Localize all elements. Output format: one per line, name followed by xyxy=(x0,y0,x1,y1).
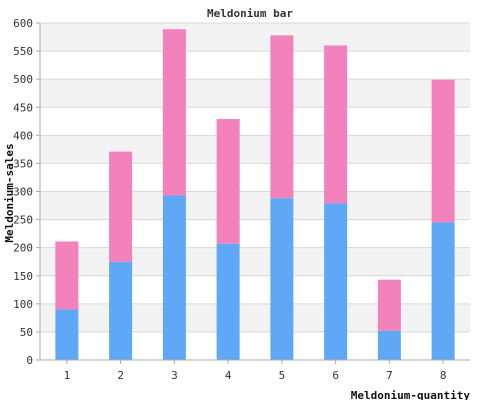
bar-segment-series-1-category-3 xyxy=(162,195,186,360)
x-tick-label: 8 xyxy=(440,369,447,382)
bar-segment-series-2-category-7 xyxy=(377,279,401,331)
y-tick-label: 250 xyxy=(13,214,33,227)
bar-segment-series-1-category-4 xyxy=(216,243,240,360)
y-tick-label: 400 xyxy=(13,129,33,142)
grid-band xyxy=(40,191,470,220)
bar-segment-series-2-category-8 xyxy=(431,79,455,223)
x-tick-label: 7 xyxy=(386,369,393,382)
y-tick-label: 500 xyxy=(13,73,33,86)
bar-segment-series-1-category-1 xyxy=(55,309,79,360)
bar-segment-series-1-category-2 xyxy=(109,261,133,360)
bar-segment-series-1-category-7 xyxy=(377,330,401,360)
bar-segment-series-2-category-5 xyxy=(270,35,294,199)
x-tick-label: 1 xyxy=(64,369,71,382)
y-tick-label: 550 xyxy=(13,45,33,58)
x-tick-label: 2 xyxy=(117,369,124,382)
bar-segment-series-1-category-8 xyxy=(431,222,455,360)
bar-segment-series-1-category-6 xyxy=(324,203,348,360)
grid-band xyxy=(40,247,470,276)
y-tick-label: 150 xyxy=(13,270,33,283)
x-axis-title: Meldonium-quantity xyxy=(351,389,471,400)
grid-band xyxy=(40,23,470,52)
bar-segment-series-2-category-3 xyxy=(162,29,186,196)
axes xyxy=(36,22,470,364)
chart-title: Meldonium bar xyxy=(207,7,293,20)
bar-segment-series-2-category-4 xyxy=(216,119,240,244)
y-tick-label: 50 xyxy=(20,326,33,339)
bar-segment-series-2-category-2 xyxy=(109,151,133,262)
y-tick-labels: 0 50 100 150 200 250 300 350 400 450 500 550 600 xyxy=(13,17,33,367)
x-tick-label: 6 xyxy=(332,369,339,382)
grid-band xyxy=(40,135,470,164)
x-tick-label: 4 xyxy=(225,369,232,382)
y-tick-label: 0 xyxy=(26,354,33,367)
x-tick-label: 5 xyxy=(279,369,286,382)
bar-segment-series-1-category-5 xyxy=(270,198,294,360)
x-tick-label: 3 xyxy=(171,369,178,382)
y-tick-label: 600 xyxy=(13,17,33,30)
y-tick-label: 450 xyxy=(13,101,33,114)
grid-band xyxy=(40,79,470,108)
x-tick-labels: 1 2 3 4 5 6 7 8 xyxy=(64,369,447,382)
y-tick-label: 300 xyxy=(13,186,33,199)
grid xyxy=(40,22,470,361)
y-tick-label: 100 xyxy=(13,298,33,311)
y-tick-label: 200 xyxy=(13,242,33,255)
bars xyxy=(55,29,455,360)
y-axis-title: Meldonium-sales xyxy=(3,143,16,242)
bar-segment-series-2-category-6 xyxy=(324,45,348,204)
bar-segment-series-2-category-1 xyxy=(55,241,79,310)
y-tick-label: 350 xyxy=(13,157,33,170)
grid-band xyxy=(40,303,470,332)
